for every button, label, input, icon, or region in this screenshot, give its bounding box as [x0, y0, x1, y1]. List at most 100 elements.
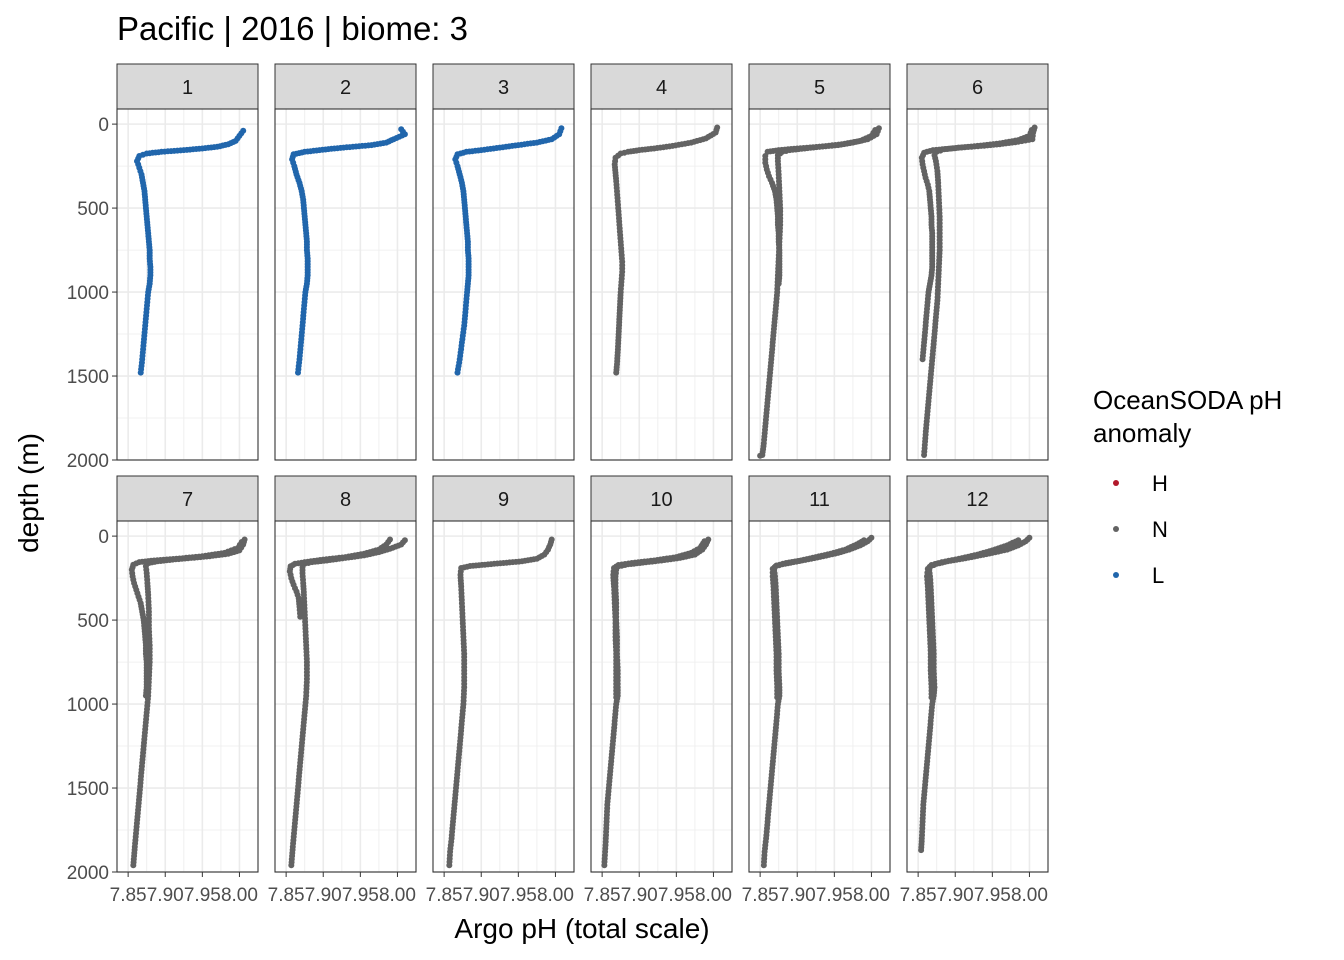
- legend: OceanSODA pH anomaly HNL: [1093, 385, 1282, 588]
- facet-panels: 1 2 3 4 5 67 8 9 10 11 12: [116, 63, 1049, 873]
- data-point: [137, 369, 144, 376]
- legend-label-n: N: [1152, 517, 1168, 542]
- x-tick-label: 7.90: [463, 885, 500, 906]
- data-point: [288, 862, 295, 869]
- facet-strip-label: 7: [182, 489, 193, 511]
- data-point: [928, 694, 935, 701]
- panel-border: [748, 108, 891, 461]
- data-point: [760, 862, 767, 869]
- data-points: [134, 127, 247, 376]
- data-point: [613, 694, 620, 701]
- facet-strip-label: 8: [340, 489, 351, 511]
- facet-panel-12: 12: [906, 475, 1049, 873]
- facet-panel-10: 10: [590, 475, 733, 873]
- y-tick-label: 500: [77, 199, 109, 220]
- data-points: [760, 534, 875, 869]
- data-point: [613, 369, 620, 376]
- legend-title-line-2: anomaly: [1093, 418, 1191, 448]
- panel-border: [590, 108, 733, 461]
- panel-border: [590, 520, 733, 873]
- x-tick-label: 7.85: [426, 885, 463, 906]
- panel-border: [906, 108, 1049, 461]
- y-tick-label: 2000: [67, 863, 109, 884]
- y-tick-label: 1500: [67, 779, 109, 800]
- facet-strip: [906, 475, 1049, 522]
- facet-strip-label: 12: [966, 489, 988, 511]
- x-tick-label: 7.95: [974, 885, 1011, 906]
- facet-panel-1: 1: [116, 63, 259, 461]
- data-point: [601, 862, 608, 869]
- panel-border: [274, 520, 417, 873]
- x-tick-label: 7.90: [147, 885, 184, 906]
- x-tick-label: 7.95: [500, 885, 537, 906]
- x-axes: 7.85 7.90 7.95 8.00 7.85 7.90 7.95 8.00 7.85 7.90…: [110, 872, 1048, 906]
- data-point: [297, 613, 304, 620]
- panel-border: [116, 520, 259, 873]
- x-tick-label: 7.85: [268, 885, 305, 906]
- y-tick-label: 2000: [67, 451, 109, 472]
- data-point: [775, 280, 782, 287]
- data-points: [286, 536, 408, 869]
- x-tick-label: 7.85: [900, 885, 937, 906]
- data-point: [130, 862, 137, 869]
- facet-panel-9: 9: [432, 475, 575, 873]
- panel-background: [275, 109, 416, 460]
- facet-strip: [274, 475, 417, 522]
- panel-border: [748, 520, 891, 873]
- data-points: [601, 536, 712, 869]
- facet-strip: [748, 63, 891, 110]
- data-points: [918, 124, 1038, 458]
- data-point: [918, 847, 925, 854]
- x-axis-title: Argo pH (total scale): [454, 913, 709, 944]
- data-point: [921, 451, 928, 458]
- data-point: [454, 369, 461, 376]
- facet-strip-label: 11: [809, 489, 830, 511]
- data-points: [918, 534, 1033, 854]
- panel-border: [274, 108, 417, 461]
- y-tick-label: 1000: [67, 695, 109, 716]
- data-point: [919, 356, 926, 363]
- x-tick-label: 8.00: [379, 885, 416, 906]
- legend-entries: HNL: [1113, 471, 1168, 588]
- panel-border: [906, 520, 1049, 873]
- x-tick-label: 7.95: [342, 885, 379, 906]
- facet-strip: [748, 475, 891, 522]
- panel-background: [749, 109, 890, 460]
- data-points: [289, 126, 408, 376]
- facet-strip: [590, 63, 733, 110]
- y-tick-label: 500: [77, 611, 109, 632]
- data-point: [774, 694, 781, 701]
- y-tick-label: 0: [98, 527, 109, 548]
- x-tick-label: 7.85: [584, 885, 621, 906]
- facet-strip: [590, 475, 733, 522]
- panel-border: [432, 520, 575, 873]
- y-axes: 0 500 1000 1500 2000 0 500 1000 1500 2000: [67, 115, 117, 884]
- facet-panel-11: 11: [748, 475, 891, 873]
- facet-strip-label: 2: [340, 77, 351, 99]
- data-points: [446, 536, 555, 869]
- x-tick-label: 8.00: [853, 885, 890, 906]
- data-points: [757, 125, 882, 459]
- legend-label-h: H: [1152, 471, 1168, 496]
- x-tick-label: 7.95: [816, 885, 853, 906]
- legend-key-l: [1113, 572, 1119, 578]
- facet-strip-label: 4: [656, 77, 667, 99]
- legend-key-n: [1113, 526, 1119, 532]
- panel-background: [591, 109, 732, 460]
- facet-strip-label: 6: [972, 77, 983, 99]
- panel-border: [116, 108, 259, 461]
- facet-strip-label: 1: [182, 77, 193, 99]
- data-points: [452, 125, 565, 376]
- facet-strip-label: 5: [814, 77, 825, 99]
- facet-strip-label: 9: [498, 489, 509, 511]
- x-tick-label: 7.90: [779, 885, 816, 906]
- facet-strip: [116, 63, 259, 110]
- data-point: [142, 692, 149, 699]
- facet-strip-label: 10: [650, 489, 672, 511]
- x-tick-label: 7.85: [110, 885, 147, 906]
- x-tick-label: 8.00: [537, 885, 574, 906]
- x-tick-label: 8.00: [695, 885, 732, 906]
- legend-key-h: [1113, 480, 1119, 486]
- x-tick-label: 7.90: [937, 885, 974, 906]
